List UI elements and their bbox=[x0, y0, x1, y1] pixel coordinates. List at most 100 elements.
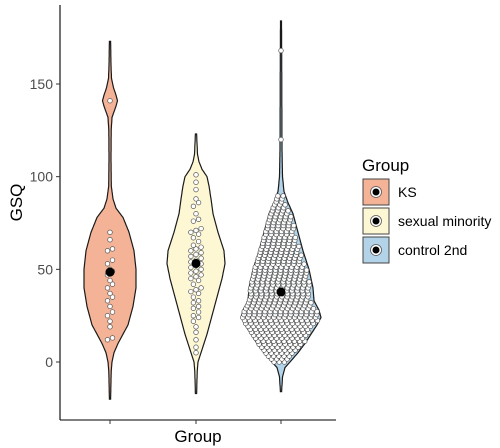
data-point bbox=[107, 303, 113, 310]
legend-label: sexual minority bbox=[398, 213, 491, 229]
legend-mean bbox=[372, 188, 380, 196]
violin-dots bbox=[104, 98, 116, 343]
data-point bbox=[193, 287, 199, 293]
data-point bbox=[195, 231, 202, 237]
data-point bbox=[190, 300, 197, 306]
data-point bbox=[188, 270, 194, 276]
data-point bbox=[278, 47, 284, 54]
data-point bbox=[296, 243, 302, 250]
violin-dots bbox=[188, 172, 204, 356]
data-point bbox=[109, 246, 116, 252]
data-point bbox=[193, 324, 199, 330]
data-point bbox=[195, 238, 202, 245]
data-point bbox=[104, 298, 111, 304]
y-axis-title: GSQ bbox=[7, 184, 26, 222]
data-point bbox=[285, 208, 291, 214]
data-point bbox=[190, 318, 197, 324]
data-point bbox=[291, 222, 297, 229]
data-point bbox=[193, 337, 199, 343]
data-point bbox=[195, 199, 202, 206]
data-point bbox=[190, 242, 197, 248]
data-point bbox=[107, 98, 113, 104]
data-point bbox=[104, 337, 111, 343]
data-point bbox=[280, 193, 286, 199]
data-point bbox=[190, 235, 197, 241]
data-point bbox=[188, 288, 194, 295]
data-point bbox=[107, 324, 113, 330]
data-point bbox=[193, 227, 199, 234]
data-point bbox=[308, 300, 314, 306]
data-point bbox=[190, 294, 197, 300]
y-tick-label: 100 bbox=[30, 169, 54, 185]
legend-item: sexual minority bbox=[362, 207, 491, 235]
data-point bbox=[193, 274, 199, 280]
data-point bbox=[195, 309, 202, 315]
data-point bbox=[193, 186, 199, 193]
violin-dots bbox=[240, 47, 321, 365]
legend-item: KS bbox=[362, 178, 417, 206]
data-point bbox=[193, 179, 199, 185]
data-point bbox=[306, 279, 312, 285]
data-point bbox=[188, 253, 194, 260]
data-point bbox=[275, 193, 281, 199]
data-point bbox=[282, 202, 288, 208]
y-tick-label: 50 bbox=[37, 261, 53, 277]
data-point bbox=[193, 350, 199, 356]
data-point bbox=[193, 344, 199, 350]
data-point bbox=[195, 277, 202, 284]
data-point bbox=[195, 303, 202, 310]
data-point bbox=[193, 329, 199, 335]
axes: 0 50 100 150 bbox=[30, 5, 336, 424]
legend-title: Group bbox=[362, 156, 409, 175]
data-point bbox=[107, 290, 113, 297]
legend: Group KS sexual minority control 2nd bbox=[362, 156, 491, 264]
data-point bbox=[301, 261, 307, 267]
plot-area bbox=[83, 20, 322, 400]
y-tick-label: 0 bbox=[45, 354, 53, 370]
data-point bbox=[188, 264, 194, 271]
data-point bbox=[303, 267, 310, 273]
data-point bbox=[310, 305, 317, 312]
data-point bbox=[109, 281, 116, 287]
data-point bbox=[190, 305, 197, 311]
data-point bbox=[288, 214, 294, 220]
data-point bbox=[195, 290, 202, 297]
violin-group-2 bbox=[166, 133, 226, 395]
mean-point bbox=[191, 258, 201, 268]
data-point bbox=[188, 275, 194, 282]
data-point bbox=[107, 237, 113, 243]
data-point bbox=[292, 234, 298, 241]
data-point bbox=[198, 225, 204, 232]
data-point bbox=[193, 172, 199, 178]
data-point bbox=[107, 277, 113, 284]
legend-key bbox=[362, 236, 390, 264]
violin-group-3 bbox=[240, 20, 322, 393]
y-tick-label: 150 bbox=[30, 76, 54, 92]
data-point bbox=[188, 248, 194, 254]
data-point bbox=[104, 313, 111, 319]
data-point bbox=[198, 255, 204, 261]
data-point bbox=[195, 298, 202, 304]
data-point bbox=[188, 229, 194, 235]
data-point bbox=[190, 281, 197, 287]
data-point bbox=[198, 244, 204, 250]
violin-shape bbox=[83, 40, 137, 400]
data-point bbox=[198, 285, 204, 291]
data-point bbox=[109, 257, 116, 263]
legend-item: control 2nd bbox=[362, 236, 467, 264]
data-point bbox=[190, 313, 197, 319]
data-point bbox=[109, 309, 116, 315]
mean-point bbox=[105, 267, 115, 277]
data-point bbox=[314, 308, 320, 315]
legend-mean bbox=[372, 217, 380, 225]
data-point bbox=[298, 252, 304, 258]
data-point bbox=[109, 294, 116, 300]
data-point bbox=[104, 285, 111, 291]
data-point bbox=[104, 261, 111, 267]
x-axis-title: Group bbox=[174, 427, 221, 446]
data-point bbox=[193, 211, 199, 217]
data-point bbox=[195, 314, 202, 321]
data-point bbox=[198, 250, 204, 256]
data-point bbox=[193, 268, 199, 274]
data-point bbox=[198, 272, 204, 278]
